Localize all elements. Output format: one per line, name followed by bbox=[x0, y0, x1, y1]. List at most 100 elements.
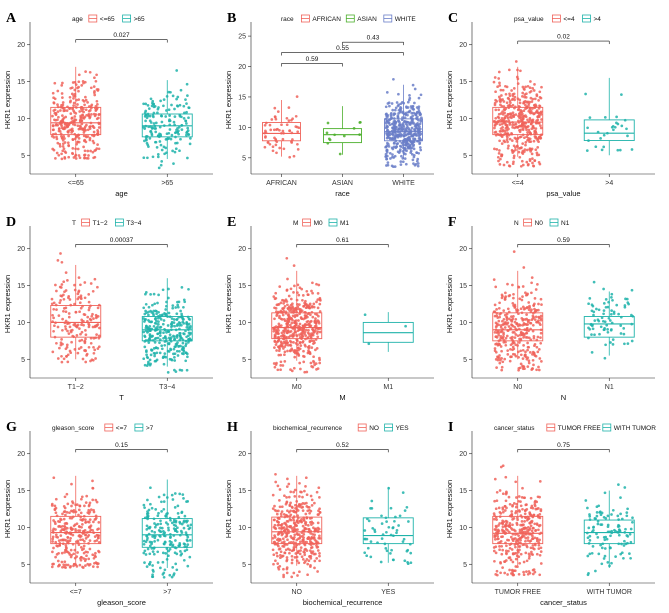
data-point bbox=[75, 334, 79, 337]
data-point bbox=[87, 508, 91, 512]
data-point bbox=[298, 503, 302, 507]
data-point bbox=[59, 538, 63, 542]
data-point bbox=[68, 107, 71, 110]
data-point bbox=[173, 356, 176, 359]
data-point bbox=[517, 499, 520, 503]
data-point bbox=[400, 118, 404, 122]
data-point bbox=[313, 528, 317, 532]
data-point bbox=[183, 111, 186, 115]
data-point bbox=[504, 519, 508, 523]
data-point bbox=[64, 271, 68, 274]
data-point bbox=[623, 486, 627, 489]
data-point bbox=[511, 151, 515, 154]
data-point bbox=[295, 125, 299, 129]
data-point bbox=[166, 512, 169, 515]
legend: cancer_status TUMOR FREE WITH TUMOR bbox=[494, 423, 656, 432]
data-point bbox=[532, 351, 536, 355]
data-point bbox=[493, 477, 497, 481]
data-point bbox=[282, 131, 285, 135]
data-point bbox=[497, 342, 501, 346]
data-point bbox=[271, 507, 275, 510]
data-point bbox=[178, 542, 182, 545]
data-point bbox=[91, 479, 94, 483]
data-point bbox=[180, 128, 184, 131]
data-point bbox=[616, 148, 620, 152]
data-point bbox=[63, 150, 67, 153]
data-point bbox=[406, 125, 409, 129]
data-point bbox=[396, 114, 400, 118]
data-point bbox=[282, 545, 286, 548]
data-point bbox=[500, 349, 503, 353]
data-point bbox=[278, 285, 282, 288]
data-point bbox=[497, 133, 501, 137]
data-point bbox=[519, 349, 523, 353]
data-point bbox=[90, 113, 93, 116]
data-point bbox=[71, 129, 75, 133]
data-point bbox=[494, 116, 498, 120]
data-point bbox=[504, 321, 508, 324]
data-point bbox=[494, 545, 498, 549]
data-point bbox=[391, 126, 394, 130]
data-point bbox=[153, 302, 157, 306]
data-point bbox=[57, 539, 61, 542]
data-point bbox=[174, 527, 178, 531]
data-point bbox=[537, 107, 541, 110]
data-point bbox=[285, 567, 289, 571]
data-point bbox=[387, 101, 391, 105]
data-point bbox=[405, 505, 409, 509]
data-point bbox=[182, 526, 186, 530]
data-point bbox=[316, 292, 320, 295]
data-point bbox=[493, 126, 496, 130]
data-point bbox=[167, 336, 171, 340]
data-point bbox=[384, 516, 388, 520]
data-point bbox=[70, 116, 74, 120]
data-point bbox=[292, 154, 296, 158]
data-point bbox=[417, 129, 421, 133]
data-point bbox=[293, 326, 297, 330]
data-point bbox=[533, 297, 537, 300]
data-point bbox=[318, 534, 321, 538]
data-point bbox=[524, 143, 527, 147]
data-point bbox=[167, 311, 171, 315]
data-point bbox=[160, 500, 163, 504]
data-point bbox=[502, 105, 506, 108]
data-point bbox=[380, 514, 383, 518]
data-point bbox=[539, 126, 543, 130]
legend-title: cancer_status bbox=[494, 425, 535, 432]
data-point bbox=[180, 312, 183, 316]
data-point bbox=[416, 115, 419, 119]
data-point bbox=[606, 131, 609, 135]
data-point bbox=[166, 349, 170, 353]
data-point bbox=[603, 554, 607, 558]
data-point bbox=[401, 110, 405, 114]
legend: psa_value <=4 >4 bbox=[514, 14, 601, 23]
data-point bbox=[279, 368, 282, 372]
data-point bbox=[64, 327, 68, 331]
data-point bbox=[148, 324, 152, 328]
data-point bbox=[174, 520, 178, 524]
data-point bbox=[146, 104, 150, 107]
data-point bbox=[522, 560, 526, 564]
legend-label-1: >65 bbox=[134, 16, 145, 23]
data-point bbox=[516, 334, 520, 338]
data-point bbox=[504, 126, 508, 130]
data-point bbox=[263, 145, 267, 149]
data-point bbox=[613, 125, 617, 129]
data-point bbox=[510, 315, 513, 318]
data-point bbox=[179, 137, 182, 141]
data-point bbox=[504, 295, 508, 298]
points-1 bbox=[587, 280, 635, 360]
data-point bbox=[495, 331, 499, 334]
data-point bbox=[313, 559, 317, 563]
data-point bbox=[145, 538, 149, 542]
data-point bbox=[61, 565, 64, 569]
data-point bbox=[534, 121, 538, 125]
data-point bbox=[178, 332, 181, 335]
data-point bbox=[279, 353, 283, 357]
data-point bbox=[315, 282, 318, 286]
data-point bbox=[54, 555, 57, 559]
data-point bbox=[520, 311, 524, 315]
data-point bbox=[400, 154, 403, 158]
comparison-1: 0.55 bbox=[281, 45, 404, 56]
